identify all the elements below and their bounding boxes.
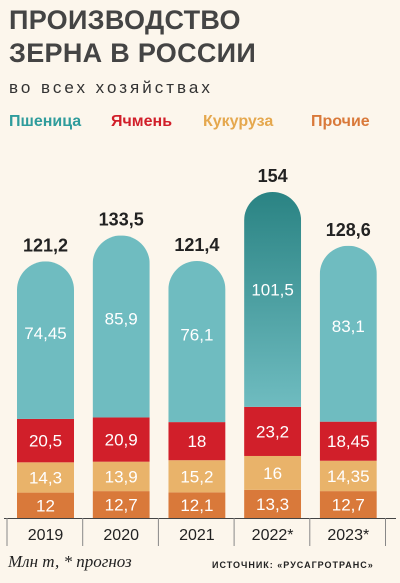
legend-item-barley: Ячмень <box>111 113 173 130</box>
segment-wheat-4 <box>319 245 377 422</box>
segment-corn-3 <box>244 455 302 490</box>
segment-wheat-3 <box>244 192 302 407</box>
total-label-0: 121,2 <box>23 235 68 255</box>
segment-barley-1 <box>92 417 150 462</box>
segment-label-wheat-1: 85,9 <box>105 309 138 328</box>
segment-label-wheat-3: 101,5 <box>251 281 294 300</box>
segment-label-barley-4: 18,45 <box>327 432 370 451</box>
category-label-0: 2019 <box>28 527 64 544</box>
unit-note: Млн т, * прогноз <box>8 552 132 571</box>
segment-other-2 <box>168 492 226 518</box>
segment-barley-0 <box>17 418 74 463</box>
segment-other-0 <box>17 492 74 518</box>
segment-label-corn-4: 14,35 <box>327 467 370 486</box>
bar-3 <box>244 192 302 518</box>
title-line-2: ЗЕРНА В РОССИИ <box>9 38 257 68</box>
total-label-4: 128,6 <box>326 220 371 240</box>
segment-label-other-2: 12,1 <box>180 496 213 515</box>
segment-wheat-0 <box>17 261 74 419</box>
segment-barley-4 <box>319 421 377 461</box>
segment-label-barley-0: 20,5 <box>29 432 62 451</box>
segment-label-barley-2: 18 <box>187 432 206 451</box>
segment-label-corn-0: 14,3 <box>29 468 62 487</box>
total-label-1: 133,5 <box>99 209 144 229</box>
category-label-2: 2021 <box>179 527 215 544</box>
bar-1 <box>92 235 150 518</box>
segment-label-corn-2: 15,2 <box>180 467 213 486</box>
segment-barley-2 <box>168 422 226 461</box>
category-label-1: 2020 <box>103 527 139 544</box>
segment-barley-3 <box>244 406 302 456</box>
segment-corn-0 <box>17 462 74 493</box>
segment-other-3 <box>244 489 302 518</box>
segment-label-other-1: 12,7 <box>105 496 138 515</box>
legend-item-other: Прочие <box>311 113 370 130</box>
bar-2 <box>168 261 226 518</box>
segment-other-1 <box>92 491 150 518</box>
segment-label-corn-3: 16 <box>263 464 282 483</box>
total-label-2: 121,4 <box>174 235 219 255</box>
segment-label-wheat-4: 83,1 <box>332 317 365 336</box>
category-label-4: 2023* <box>327 527 369 544</box>
segment-other-4 <box>319 491 377 518</box>
legend-item-corn: Кукуруза <box>203 113 274 130</box>
legend-item-wheat: Пшеница <box>9 113 82 130</box>
segment-label-wheat-2: 76,1 <box>180 326 213 345</box>
segment-label-wheat-0: 74,45 <box>24 324 67 343</box>
segment-label-barley-1: 20,9 <box>105 431 138 450</box>
total-label-3: 154 <box>258 166 288 186</box>
category-label-3: 2022* <box>252 527 294 544</box>
bar-4 <box>319 245 377 518</box>
segment-label-other-0: 12 <box>36 496 55 515</box>
segment-label-other-4: 12,7 <box>332 496 365 515</box>
bar-0 <box>17 261 74 518</box>
segment-label-other-3: 13,3 <box>256 495 289 514</box>
source-note: ИСТОЧНИК: «РУСАГРОТРАНС» <box>212 560 374 570</box>
segment-label-barley-3: 23,2 <box>256 422 289 441</box>
segment-corn-4 <box>319 460 377 492</box>
title-line-1: ПРОИЗВОДСТВО <box>9 5 241 35</box>
segment-wheat-1 <box>92 235 150 418</box>
chart-title: ПРОИЗВОДСТВО ЗЕРНА В РОССИИ <box>9 4 256 70</box>
segment-corn-1 <box>92 461 150 492</box>
segment-label-corn-1: 13,9 <box>105 467 138 486</box>
chart-subtitle: во всех хозяйствах <box>9 78 213 97</box>
segment-wheat-2 <box>168 261 226 423</box>
segment-corn-2 <box>168 460 226 493</box>
